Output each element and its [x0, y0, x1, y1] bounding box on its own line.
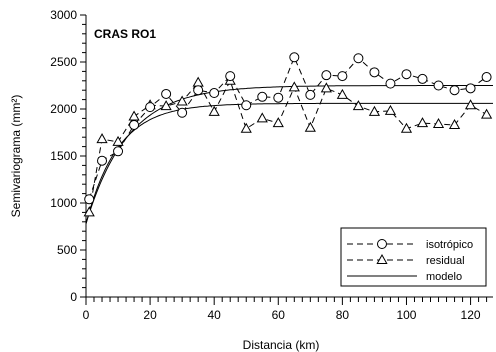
- x-tick-label: 20: [143, 308, 157, 322]
- residual-point: [384, 104, 397, 115]
- residual-point: [208, 105, 220, 116]
- residual-point: [304, 121, 316, 132]
- isotropico-point: [481, 72, 492, 83]
- residual-point: [416, 117, 429, 128]
- y-tick-label: 500: [57, 243, 77, 257]
- residual-line: [88, 79, 487, 213]
- residual-point: [128, 110, 140, 121]
- isotropico-point: [353, 53, 364, 64]
- residual-point: [192, 76, 204, 87]
- y-tick-label: 1000: [50, 196, 77, 210]
- legend-residual-marker: [376, 253, 388, 264]
- residual-point: [96, 133, 108, 144]
- isotropico-point: [177, 107, 188, 118]
- panel-label: CRAS RO1: [94, 27, 156, 41]
- x-tick-label: 120: [461, 308, 481, 322]
- isotropico-point: [84, 194, 95, 205]
- y-tick-label: 2000: [50, 102, 77, 116]
- isotropico-point: [433, 80, 444, 91]
- x-tick-label: 60: [272, 308, 286, 322]
- y-tick-label: 3000: [50, 8, 77, 22]
- residual-point: [240, 122, 252, 133]
- series-layer: [83, 52, 493, 224]
- model-curve-2: [85, 102, 493, 224]
- residual-point: [288, 81, 300, 92]
- residual-point: [352, 100, 365, 111]
- residual-point: [320, 82, 332, 93]
- isotropico-point: [257, 91, 268, 102]
- residual-point: [448, 118, 461, 129]
- residual-point: [160, 100, 172, 111]
- residual-point: [176, 95, 188, 106]
- isotropico-point: [225, 71, 236, 82]
- isotropico-point: [305, 89, 316, 100]
- isotropico-point: [321, 70, 332, 81]
- residual-point: [272, 117, 284, 128]
- residual-point: [256, 112, 268, 123]
- isotropico-point: [289, 52, 300, 63]
- legend: isotrópico residual modelo: [340, 227, 487, 287]
- isotropico-point: [369, 67, 380, 78]
- x-axis-label: Distancia (km): [243, 338, 320, 352]
- isotropico-point: [193, 85, 204, 96]
- axis-ticks: 0 500 1000 1500 2000 2500 3000 0 20 40 60 80 100 120: [50, 8, 488, 322]
- isotropico-point: [97, 155, 108, 166]
- x-tick-label: 40: [208, 308, 222, 322]
- isotropico-point: [465, 83, 476, 94]
- legend-residual-label: residual: [426, 255, 465, 267]
- model-curve-1: [85, 85, 493, 224]
- legend-isotropico-label: isotrópico: [426, 239, 473, 251]
- isotropico-point: [337, 71, 348, 82]
- isotropico-point: [145, 102, 156, 113]
- isotropico-point: [417, 73, 428, 84]
- residual-point: [432, 118, 445, 129]
- residual-point: [400, 122, 413, 133]
- y-tick-label: 1500: [50, 149, 77, 163]
- x-tick-label: 80: [336, 308, 350, 322]
- isotropico-line: [88, 55, 487, 200]
- x-tick-label: 0: [83, 308, 90, 322]
- isotropico-point: [401, 69, 412, 80]
- y-tick-label: 2500: [50, 55, 77, 69]
- isotropico-point: [161, 88, 172, 99]
- legend-isotropico-marker: [377, 239, 387, 249]
- residual-point: [336, 88, 348, 99]
- isotropico-point: [209, 88, 220, 99]
- residual-point: [368, 105, 381, 116]
- isotropico-point: [241, 100, 252, 111]
- isotropico-point: [113, 146, 124, 157]
- isotropico-point: [385, 78, 396, 89]
- isotropico-point: [449, 85, 460, 96]
- x-tick-label: 100: [396, 308, 416, 322]
- y-tick-label: 0: [70, 290, 77, 304]
- residual-point: [464, 99, 477, 110]
- isotropico-point: [273, 92, 284, 103]
- legend-modelo-label: modelo: [426, 271, 462, 283]
- residual-point: [112, 135, 124, 146]
- isotropico-point: [129, 119, 140, 130]
- residual-point: [83, 206, 95, 217]
- residual-point: [480, 108, 493, 119]
- y-axis-label: Semivariograma (mm²): [9, 95, 23, 218]
